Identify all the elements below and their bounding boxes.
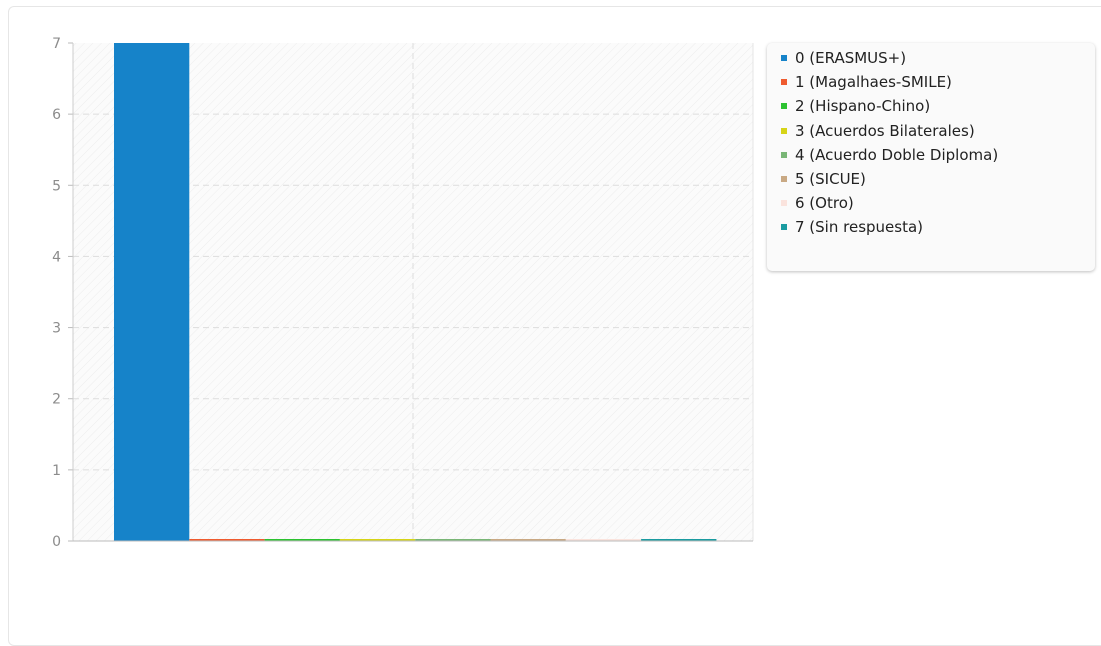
bar-3[interactable]: [339, 539, 416, 541]
bar-6[interactable]: [565, 539, 642, 541]
y-tick-label: 5: [52, 178, 61, 194]
bar-7[interactable]: [641, 539, 717, 541]
legend-label: 5 (SICUE): [795, 170, 866, 189]
y-tick-label: 4: [52, 249, 61, 265]
legend-item[interactable]: 0 (ERASMUS+): [781, 46, 1095, 70]
bar-0[interactable]: [114, 43, 190, 541]
legend-item[interactable]: 2 (Hispano-Chino): [781, 94, 1095, 118]
legend-label: 7 (Sin respuesta): [795, 218, 924, 237]
legend-label: 6 (Otro): [795, 194, 854, 213]
legend-item[interactable]: 1 (Magalhaes-SMILE): [781, 70, 1095, 94]
y-tick-label: 2: [52, 392, 61, 408]
bars: [114, 43, 717, 541]
y-tick-label: 3: [52, 321, 61, 337]
y-tick-label: 7: [52, 36, 61, 52]
bar-chart: 0 1 2 3 4 5 6 7: [52, 36, 754, 550]
legend-swatch: [781, 55, 787, 62]
legend-label: 2 (Hispano-Chino): [795, 97, 931, 116]
legend-item[interactable]: 5 (SICUE): [781, 167, 1095, 191]
bar-4[interactable]: [415, 539, 491, 541]
y-tick-label: 6: [52, 107, 61, 123]
legend-item[interactable]: 6 (Otro): [781, 191, 1095, 215]
legend-label: 3 (Acuerdos Bilaterales): [795, 121, 975, 140]
legend-swatch: [781, 151, 787, 158]
legend-swatch: [781, 224, 787, 231]
bar-5[interactable]: [490, 539, 566, 541]
legend-item[interactable]: 3 (Acuerdos Bilaterales): [781, 119, 1095, 143]
legend-item[interactable]: 4 (Acuerdo Doble Diploma): [781, 143, 1095, 167]
legend: 0 (ERASMUS+) 1 (Magalhaes-SMILE) 2 (Hispan…: [767, 43, 1095, 271]
legend-item[interactable]: 7 (Sin respuesta): [781, 215, 1095, 239]
bar-1[interactable]: [189, 539, 265, 541]
legend-swatch: [781, 200, 787, 207]
y-tick-label: 1: [52, 463, 61, 479]
legend-label: 4 (Acuerdo Doble Diploma): [795, 145, 999, 164]
y-axis-ticks: 0 1 2 3 4 5 6 7: [52, 36, 73, 550]
legend-swatch: [781, 103, 787, 110]
legend-swatch: [781, 127, 787, 134]
bar-2[interactable]: [264, 539, 340, 541]
legend-label: 0 (ERASMUS+): [795, 49, 907, 68]
y-tick-label: 0: [52, 534, 61, 550]
legend-label: 1 (Magalhaes-SMILE): [795, 73, 952, 92]
legend-swatch: [781, 79, 787, 86]
legend-swatch: [781, 176, 787, 183]
